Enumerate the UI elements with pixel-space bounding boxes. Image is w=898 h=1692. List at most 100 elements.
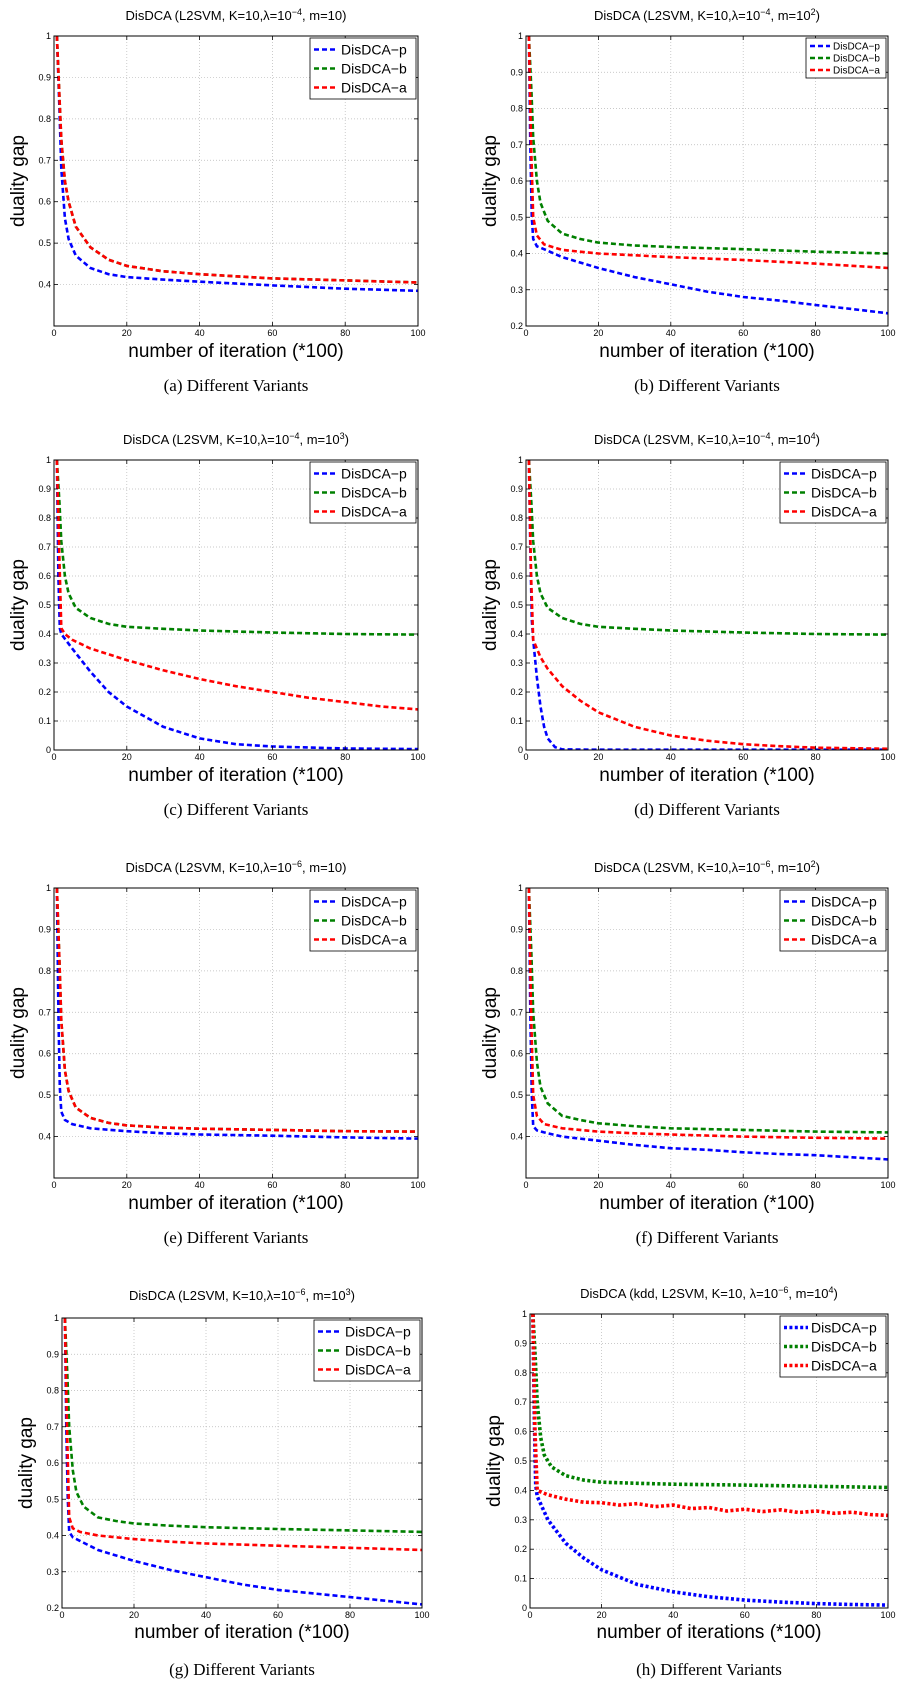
- title-text: ): [834, 1286, 838, 1301]
- legend-box: [779, 461, 887, 524]
- x-tick-label: 0: [527, 1610, 532, 1620]
- series-line-a: [55, 460, 418, 711]
- chart-title: DisDCA (L2SVM, K=10,λ=10−4, m=102): [594, 7, 820, 23]
- y-tick-label: 0.4: [38, 280, 51, 290]
- legend-label-a: DisDCA−a: [811, 1357, 877, 1373]
- legend-label-p: DisDCA−p: [341, 465, 407, 481]
- y-tick-label: 0.7: [38, 155, 51, 165]
- y-tick-label: 0.1: [510, 716, 523, 726]
- panel-caption: (b) Different Variants: [634, 376, 780, 395]
- title-text: ): [816, 860, 820, 875]
- legend-box: [779, 889, 887, 952]
- x-tick-label: 80: [811, 328, 821, 338]
- y-tick-label: 0.7: [514, 1397, 527, 1407]
- y-tick-label: 0.7: [46, 1422, 59, 1432]
- x-tick-label: 0: [523, 1180, 528, 1190]
- y-tick-label: 0.9: [510, 67, 523, 77]
- panel-e: 0 20 40 60 80 100 0.4 0.5 0.6 0.7 0.8 0.9 1 DisDCA (L…: [8, 859, 426, 1247]
- series-line-a: [63, 1318, 422, 1552]
- y-tick-label: 0.5: [510, 212, 523, 222]
- x-tick-label: 0: [59, 1610, 64, 1620]
- x-tick-label: 80: [345, 1610, 355, 1620]
- y-tick-label: 0.8: [38, 114, 51, 124]
- y-tick-label: 0.2: [38, 687, 51, 697]
- x-tick-label: 60: [740, 1610, 750, 1620]
- legend: DisDCA−p DisDCA−b DisDCA−a: [779, 461, 887, 524]
- y-tick-label: 0.4: [510, 629, 523, 639]
- legend: DisDCA−p DisDCA−b DisDCA−a: [309, 461, 417, 524]
- y-tick-label: 0.2: [510, 321, 523, 331]
- y-tick-label: 0.2: [510, 687, 523, 697]
- x-tick-label: 0: [523, 328, 528, 338]
- title-text: DisDCA (L2SVM, K=10,λ=10: [126, 8, 292, 23]
- legend-box: [313, 1319, 421, 1382]
- panel-c: 0 20 40 60 80 100 0 0.1 0.2 0.3 0.4 0.5 0.6 0.7 0.8 0.9…: [8, 431, 426, 819]
- title-superscript: 2: [811, 859, 816, 869]
- x-tick-label: 100: [410, 328, 425, 338]
- y-tick-label: 0.6: [514, 1427, 527, 1437]
- legend-label-p: DisDCA−p: [341, 41, 407, 57]
- y-tick-label: 0.8: [38, 513, 51, 523]
- series-line-p: [55, 36, 418, 293]
- title-text: , m=10: [306, 1288, 346, 1303]
- x-tick-label: 80: [811, 1610, 821, 1620]
- legend-label-p: DisDCA−p: [811, 465, 877, 481]
- y-tick-label: 0: [522, 1603, 527, 1613]
- y-tick-label: 1: [518, 455, 523, 465]
- y-axis-label: duality gap: [8, 987, 29, 1079]
- title-text: , m=10: [788, 1286, 828, 1301]
- x-tick-label: 100: [880, 1180, 895, 1190]
- legend: DisDCA−p DisDCA−b DisDCA−a: [309, 37, 417, 100]
- y-tick-label: 0.6: [510, 1049, 523, 1059]
- legend-label-p: DisDCA−p: [811, 1319, 877, 1335]
- x-tick-label: 80: [340, 752, 350, 762]
- panel-h: 0 20 40 60 80 100 0 0.1 0.2 0.3 0.4 0.5 0.6 0.7 0.8 0.9…: [484, 1285, 896, 1679]
- x-tick-label: 0: [51, 752, 56, 762]
- x-tick-label: 0: [523, 752, 528, 762]
- legend-label-a: DisDCA−a: [341, 503, 407, 519]
- legend-label-b: DisDCA−b: [811, 484, 877, 500]
- legend-label-p: DisDCA−p: [811, 893, 877, 909]
- series-line-a: [527, 460, 888, 750]
- x-tick-label: 0: [51, 1180, 56, 1190]
- y-tick-label: 0.3: [510, 658, 523, 668]
- x-axis-label: number of iteration (*100): [599, 341, 814, 362]
- panel-caption: (f) Different Variants: [636, 1228, 779, 1247]
- x-tick-label: 20: [593, 328, 603, 338]
- x-tick-label: 60: [267, 1180, 277, 1190]
- series-line-a: [55, 888, 418, 1133]
- y-tick-label: 0.6: [38, 571, 51, 581]
- x-tick-label: 40: [666, 1180, 676, 1190]
- y-tick-label: 0.6: [46, 1458, 59, 1468]
- chart-title: DisDCA (L2SVM, K=10,λ=10−6, m=103): [129, 1287, 355, 1303]
- legend-label-b: DisDCA−b: [345, 1342, 411, 1358]
- y-tick-label: 0.6: [38, 197, 51, 207]
- legend-label-p: DisDCA−p: [345, 1323, 411, 1339]
- title-text: ): [345, 432, 349, 447]
- x-axis-label: number of iteration (*100): [128, 765, 343, 786]
- y-tick-label: 0.6: [510, 571, 523, 581]
- title-superscript: 2: [811, 7, 816, 17]
- x-tick-label: 40: [201, 1610, 211, 1620]
- title-superscript: −6: [760, 859, 770, 869]
- x-tick-label: 20: [593, 1180, 603, 1190]
- y-tick-label: 0.3: [514, 1515, 527, 1525]
- y-axis-label: duality gap: [8, 559, 29, 651]
- chart-title: DisDCA (L2SVM, K=10,λ=10−4, m=10): [126, 7, 347, 23]
- y-tick-label: 1: [518, 883, 523, 893]
- x-axis-label: number of iteration (*100): [599, 765, 814, 786]
- legend-label-a: DisDCA−a: [345, 1361, 411, 1377]
- y-axis-label: duality gap: [484, 1415, 505, 1507]
- series-line-b: [527, 36, 888, 255]
- x-tick-label: 40: [668, 1610, 678, 1620]
- x-tick-label: 0: [51, 328, 56, 338]
- x-tick-label: 60: [738, 1180, 748, 1190]
- y-tick-label: 0.9: [38, 924, 51, 934]
- title-text: ): [816, 8, 820, 23]
- y-tick-label: 0: [518, 745, 523, 755]
- series-line-p: [531, 1314, 888, 1607]
- x-tick-label: 40: [195, 752, 205, 762]
- series-line-b: [527, 460, 888, 636]
- legend: DisDCA−p DisDCA−b DisDCA−a: [779, 1315, 887, 1378]
- y-tick-label: 0.9: [38, 72, 51, 82]
